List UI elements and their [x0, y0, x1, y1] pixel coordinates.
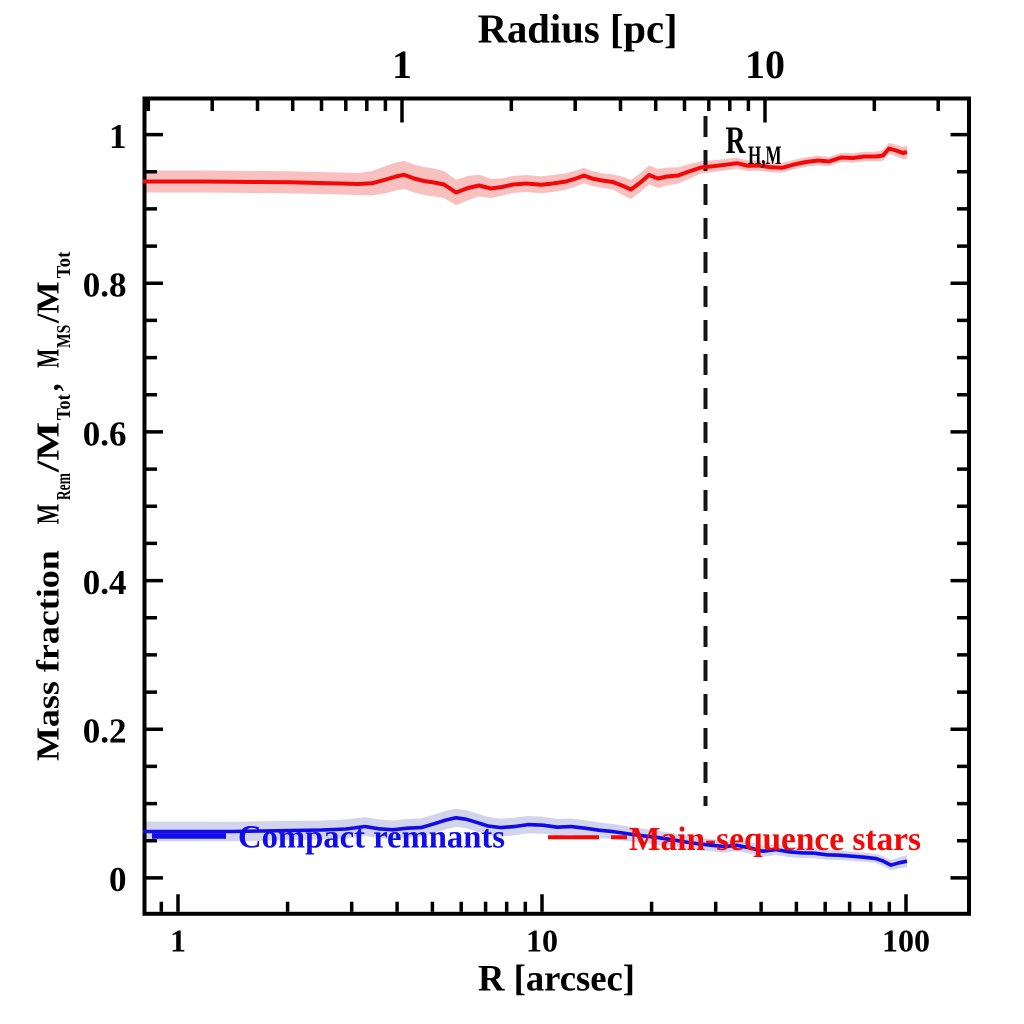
svg-text:100: 100	[882, 923, 930, 959]
svg-text:Rem: Rem	[53, 473, 75, 500]
svg-text:Mass fraction: Mass fraction	[30, 550, 66, 761]
svg-text:0.2: 0.2	[83, 712, 127, 751]
svg-text:0: 0	[109, 860, 127, 899]
svg-text:/M: /M	[30, 422, 66, 473]
svg-text:Compact remnants: Compact remnants	[238, 820, 505, 856]
svg-text:0.4: 0.4	[83, 563, 127, 602]
svg-text:1: 1	[392, 42, 412, 87]
svg-text:0.8: 0.8	[83, 266, 127, 305]
svg-text:R [arcsec]: R [arcsec]	[478, 959, 635, 1000]
svg-text:1: 1	[109, 117, 127, 156]
svg-text:1: 1	[170, 923, 186, 959]
svg-text:10: 10	[526, 923, 558, 959]
svg-text:,: ,	[30, 383, 66, 391]
svg-text:0.6: 0.6	[83, 414, 127, 453]
svg-text:Tot: Tot	[53, 394, 75, 420]
svg-text:Tot: Tot	[53, 251, 75, 278]
svg-text:M: M	[30, 504, 66, 525]
svg-text:MS: MS	[53, 325, 75, 348]
svg-text:10: 10	[745, 42, 785, 87]
svg-text:/M: /M	[30, 282, 66, 325]
svg-text:Radius [pc]: Radius [pc]	[478, 6, 678, 52]
svg-text:R: R	[726, 119, 747, 162]
svg-text:M: M	[30, 349, 66, 368]
svg-text:Main-sequence stars: Main-sequence stars	[629, 821, 921, 858]
svg-text:H,M: H,M	[748, 141, 782, 170]
